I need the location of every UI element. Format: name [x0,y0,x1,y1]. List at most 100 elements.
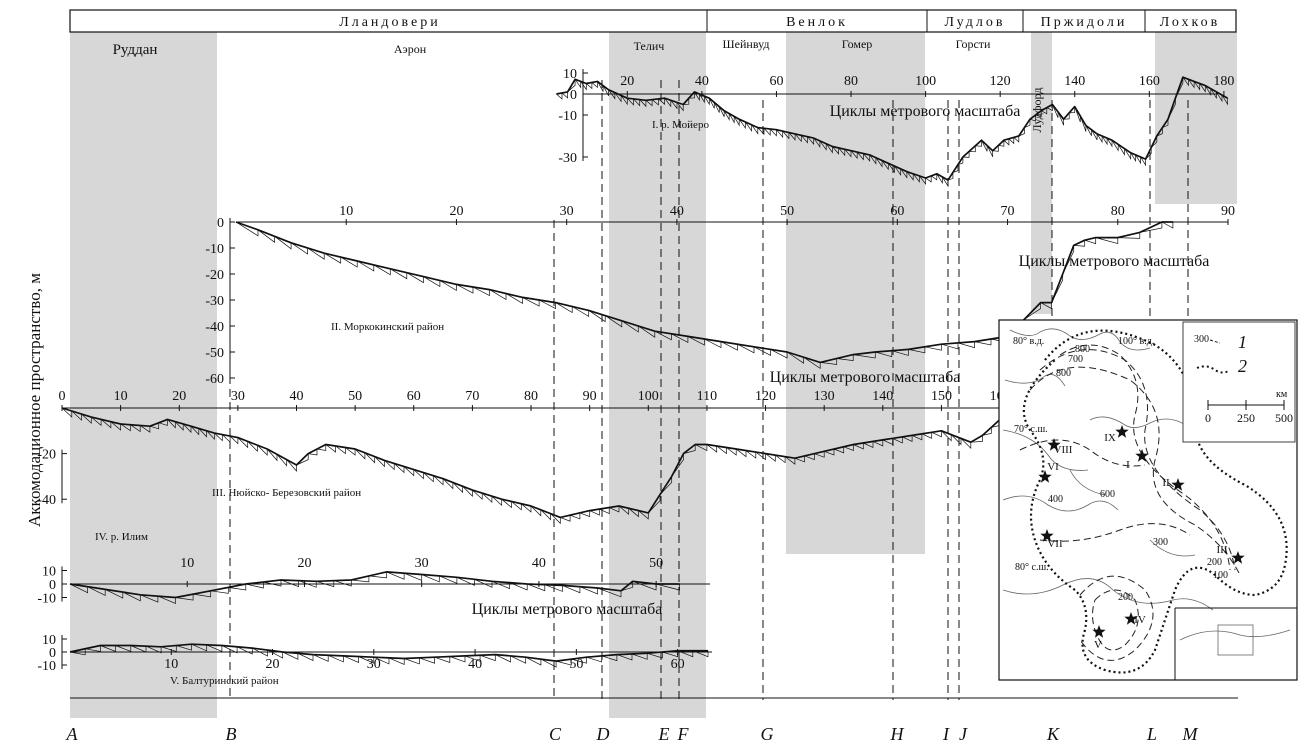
map-lon-80: 80° в.д. [1013,336,1044,347]
x-tick-label: 30 [231,389,245,404]
legend-scale-0: 0 [1205,411,1211,425]
y-tick-label: -10 [558,109,577,124]
x-tick-label: 100 [915,74,936,89]
map-legend: 300 1 2 км 0 250 500 [1182,321,1296,443]
x-tick-label: 50 [649,556,663,571]
y-tick-label: -10 [205,242,224,257]
y-tick-label: -40 [205,320,224,335]
x-tick-label: 50 [348,389,362,404]
x-tick-label: 70 [465,389,479,404]
panel-name: III. Нюйско- Березовский район [212,487,361,499]
x-tick-label: 180 [1213,74,1234,89]
cycle-caption-1: Циклы метрового масштаба [830,103,1021,120]
boundary-G: G [761,724,774,744]
x-tick-label: 80 [524,389,538,404]
boundary-L: L [1146,724,1157,744]
boundary-A: A [66,724,79,744]
substage-telych: Телич [634,39,665,53]
legend-item-2: 2 [1238,356,1247,376]
x-tick-label: 70 [1001,204,1015,219]
substage-ludford: Лудфорд [1030,88,1044,133]
map-iso-100: 100 [1213,570,1228,581]
cycle-sawtooth [235,221,1174,370]
site-label: II [1162,477,1170,489]
y-tick-label: 0 [570,88,577,103]
x-tick-label: 80 [1111,204,1125,219]
panel-name: IV. р. Илим [95,531,148,543]
stage-pridoli: Пржидоли [1041,15,1128,30]
x-tick-label: 40 [532,556,546,571]
shade-lochkov [1155,32,1237,204]
boundary-F: F [677,724,690,744]
legend-scale-250: 250 [1237,411,1255,425]
panel-name: I. р. Мойеро [652,119,709,131]
panel-morkokinsky: 10 20 30 40 50 60 70 80 90 0 -10 -20 -30 -40 -50 -60 II.… [205,204,1235,387]
substage-ruddan: Руддан [113,42,158,58]
site-star-icon [1124,612,1138,625]
boundary-E: E [658,724,670,744]
x-tick-label: 130 [814,389,835,404]
y-tick-label: 10 [42,633,56,648]
x-tick-label: 120 [755,389,776,404]
boundary-K: K [1046,724,1060,744]
site-star-icon [1171,478,1185,491]
boundary-B: B [226,724,237,744]
x-tick-label: 40 [695,74,709,89]
x-tick-label: 20 [297,556,311,571]
x-tick-label: 10 [114,389,128,404]
x-tick-label: 110 [697,389,717,404]
x-tick-label: 40 [290,389,304,404]
cycle-sawtooth [69,643,709,668]
y-axis-label: Аккомодационное пространство, м [25,273,44,527]
x-tick-label: 10 [164,657,178,672]
x-tick-label: 40 [670,204,684,219]
site-star-icon [1231,551,1245,564]
stage-ludlow: Лудлов [945,15,1006,30]
site-label: I [1126,459,1130,471]
boundary-letters: A B C D E F G H I J K L M [66,724,1199,744]
map-iso-700: 700 [1068,354,1083,365]
y-tick-label: 0 [49,646,56,661]
stage-wenlock: Венлок [786,15,848,30]
site-label: VI [1047,461,1059,473]
panel-nyuisko-berezovsky: 0102030405060708090100110120130140150160… [37,389,1011,525]
map-inset: 80° в.д. 100° в.д. 70° с.ш. 80° с.ш. 800… [998,319,1298,681]
stage-lochkov: Лохков [1160,15,1221,30]
map-iso-200a: 200 [1207,557,1222,568]
x-tick-label: 100 [638,389,659,404]
stratigraphic-header: Лландовери Венлок Лудлов Пржидоли Лохков… [69,9,1237,133]
cycle-caption-2: Циклы метрового масштаба [1019,253,1210,270]
y-tick-label: 10 [563,67,577,82]
panel-name: V. Балтуринский район [170,675,279,687]
stage-llandovery: Лландовери [339,15,441,30]
x-tick-label: 60 [671,657,685,672]
x-tick-label: 30 [367,657,381,672]
site-star-icon [1040,529,1054,542]
boundary-M: M [1182,724,1199,744]
y-tick-label: -30 [205,294,224,309]
site-star-icon [1092,625,1106,638]
substage-homer: Гомер [842,37,873,51]
x-tick-label: 20 [266,657,280,672]
substage-aeron: Аэрон [394,42,427,56]
x-tick-label: 140 [872,389,893,404]
substage-gorsty: Горсти [956,37,991,51]
map-iso-400: 400 [1048,494,1063,505]
boundary-C: C [549,724,562,744]
legend-item-1: 1 [1238,332,1247,352]
y-tick-label: 10 [42,565,56,580]
x-tick-label: 10 [339,204,353,219]
cycle-sawtooth [69,571,680,605]
y-tick-label: -30 [558,151,577,166]
site-label: VIII [1054,444,1073,456]
cycle-caption-4: Циклы метрового масштаба [472,601,663,618]
map-iso-800a: 800 [1075,344,1090,355]
boundary-D: D [596,724,610,744]
x-tick-label: 0 [59,389,66,404]
site-label: VII [1047,538,1063,550]
x-tick-label: 20 [449,204,463,219]
site-star-icon [1038,470,1052,483]
y-tick-label: -20 [37,448,56,463]
site-label: IV [1134,614,1146,626]
